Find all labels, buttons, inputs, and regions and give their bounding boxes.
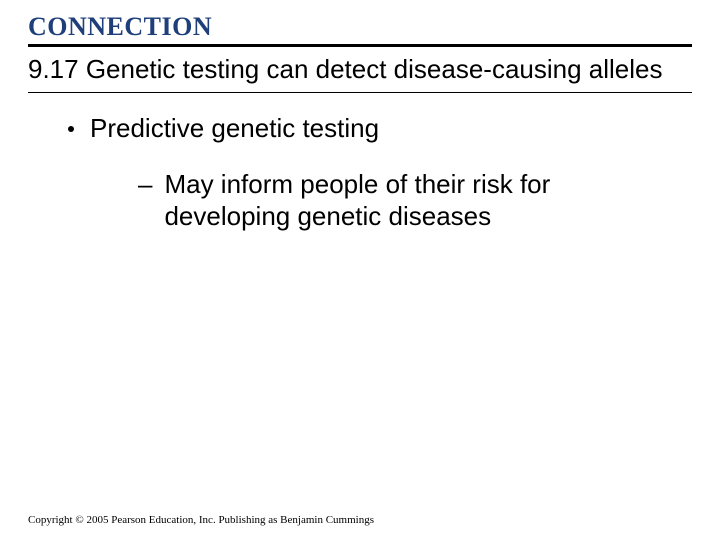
- title-underline: [28, 92, 692, 93]
- slide-container: CONNECTION 9.17 Genetic testing can dete…: [0, 0, 720, 540]
- bullet-dot-icon: [68, 126, 74, 132]
- header-rule: [28, 44, 692, 47]
- section-title: 9.17 Genetic testing can detect disease-…: [28, 53, 692, 86]
- bullet-dash-icon: –: [138, 168, 152, 201]
- bullet-level1: Predictive genetic testing: [68, 113, 692, 144]
- copyright-footer: Copyright © 2005 Pearson Education, Inc.…: [28, 514, 374, 526]
- connection-header: CONNECTION: [28, 12, 692, 42]
- bullet-level2-text: May inform people of their risk for deve…: [164, 168, 664, 233]
- bullet-level1-text: Predictive genetic testing: [90, 113, 379, 144]
- bullet-level2: – May inform people of their risk for de…: [138, 168, 692, 233]
